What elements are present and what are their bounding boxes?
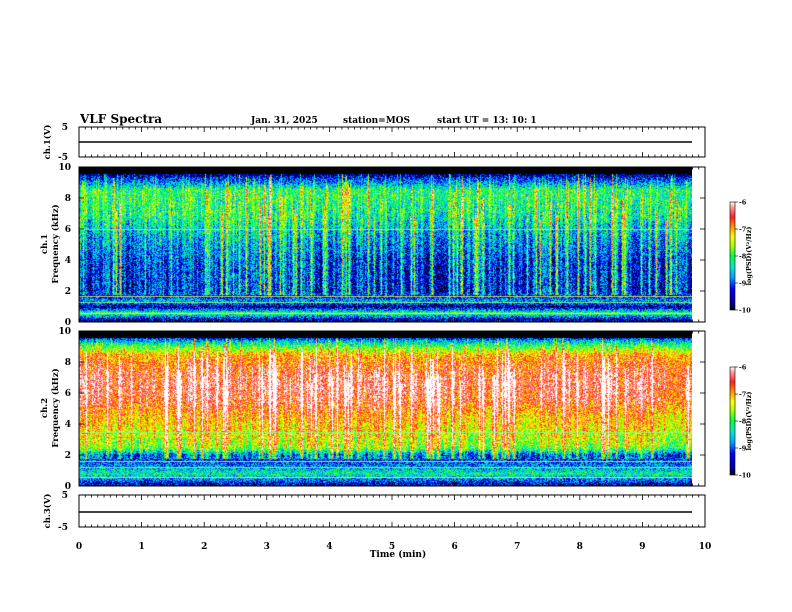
y-tick-label: 0 — [65, 482, 71, 492]
ch2-spectrogram-panel: 0 2 4 6 8 10 ch.2 Frequency (kHz) -6 -7 -8 -9 -10… — [40, 327, 753, 492]
time-axis: 0 1 2 3 4 5 6 7 8 9 10 — [76, 127, 711, 552]
ch3-ytick-bottom: -5 — [58, 523, 68, 533]
date-label: Jan. 31, 2025 — [250, 116, 318, 126]
time-tick-label: 10 — [699, 542, 712, 552]
y-tick-label: 10 — [58, 327, 71, 337]
start-time-label: start UT = 13: 10: 1 — [437, 116, 537, 126]
ch3-waveform-ylabel: ch.3(V) — [42, 494, 53, 529]
figure-title: VLF Spectra — [79, 112, 162, 126]
ch1-colorbar-label: log(PSD)(V²/Hz) — [745, 227, 753, 286]
time-tick-label: 6 — [451, 542, 457, 552]
y-tick-label: 4 — [65, 256, 71, 266]
y-tick-label: 4 — [65, 420, 71, 430]
ch1-channel-label: ch.1 — [40, 234, 50, 254]
colorbar-tick-label: -8 — [739, 253, 747, 261]
ch2-colorbar-label: log(PSD)(V²/Hz) — [745, 392, 753, 451]
ch1-spectrogram-panel: 0 2 4 6 8 10 ch.1 Frequency (kHz) -6 -7 -8 -9 -10… — [40, 163, 753, 328]
time-tick-label: 9 — [639, 542, 645, 552]
ch1-ytick-bottom: -5 — [58, 153, 68, 163]
time-tick-label: 2 — [201, 542, 207, 552]
time-tick-label: 8 — [577, 542, 583, 552]
ch1-spectrogram-image — [79, 167, 692, 322]
y-tick-label: 8 — [65, 194, 71, 204]
y-tick-label: 8 — [65, 358, 71, 368]
ch2-colorbar-ticks: -6 -7 -8 -9 -10 — [735, 364, 751, 480]
time-tick-label: 7 — [514, 542, 520, 552]
y-tick-label: 6 — [65, 225, 71, 235]
y-tick-label: 10 — [58, 163, 71, 173]
ch2-colorbar — [729, 366, 736, 476]
ch1-spectrogram-yaxis: 0 2 4 6 8 10 — [58, 163, 705, 328]
station-label: station=MOS — [343, 116, 410, 126]
time-axis-label: Time (min) — [370, 549, 427, 560]
ch1-colorbar-ticks: -6 -7 -8 -9 -10 — [735, 199, 751, 315]
time-tick-label: 0 — [76, 542, 82, 552]
ch1-frequency-label: Frequency (kHz) — [50, 204, 61, 283]
colorbar-tick-label: -10 — [739, 472, 751, 480]
colorbar-tick-label: -6 — [739, 364, 747, 372]
ch2-spectrogram-image — [79, 331, 692, 486]
colorbar-tick-label: -7 — [739, 391, 746, 399]
ch1-ytick-top: 5 — [62, 123, 68, 133]
colorbar-tick-label: -6 — [739, 199, 747, 207]
ch2-spectrogram-yaxis: 0 2 4 6 8 10 — [58, 327, 705, 492]
colorbar-tick-label: -7 — [739, 226, 746, 234]
ch1-waveform-ylabel: ch.1(V) — [42, 125, 53, 160]
colorbar-tick-label: -8 — [739, 418, 747, 426]
colorbar-tick-label: -9 — [739, 445, 747, 453]
ch1-colorbar — [729, 201, 736, 311]
y-tick-label: 2 — [65, 451, 71, 461]
time-tick-label: 3 — [264, 542, 270, 552]
time-tick-label: 5 — [389, 542, 395, 552]
colorbar-tick-label: -10 — [739, 307, 751, 315]
y-tick-label: 2 — [65, 287, 71, 297]
time-tick-label: 4 — [326, 542, 332, 552]
colorbar-tick-label: -9 — [739, 280, 747, 288]
y-tick-label: 6 — [65, 389, 71, 399]
ch3-ytick-top: 5 — [62, 491, 68, 501]
ch2-channel-label: ch.2 — [40, 398, 50, 418]
y-tick-label: 0 — [65, 318, 71, 328]
time-tick-label: 1 — [138, 542, 144, 552]
ch2-frequency-label: Frequency (kHz) — [50, 368, 61, 447]
